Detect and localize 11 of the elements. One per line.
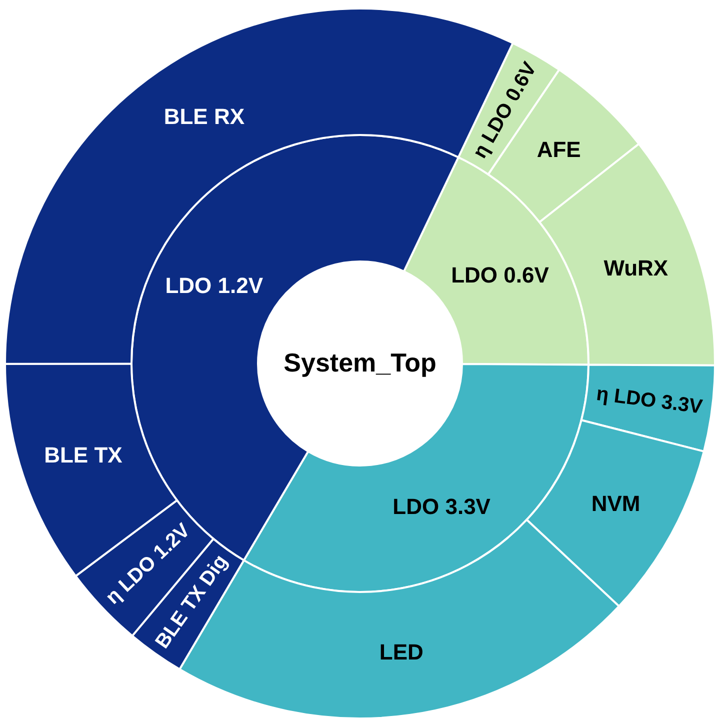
slice-label: LDO 1.2V xyxy=(165,272,264,298)
slice-label: AFE xyxy=(536,136,581,162)
text: System_Top xyxy=(284,348,436,378)
slice-label: NVM xyxy=(591,490,640,516)
slice-label: η LDO 3.3V xyxy=(595,382,704,418)
slice-label: LDO 0.6V xyxy=(451,262,550,288)
slice-label: LED xyxy=(379,639,424,664)
slice-label: BLE RX xyxy=(164,104,245,129)
slice-label: WuRX xyxy=(604,256,668,281)
slice-label: BLE TX xyxy=(44,442,123,468)
slice-label: LDO 3.3V xyxy=(392,494,491,520)
